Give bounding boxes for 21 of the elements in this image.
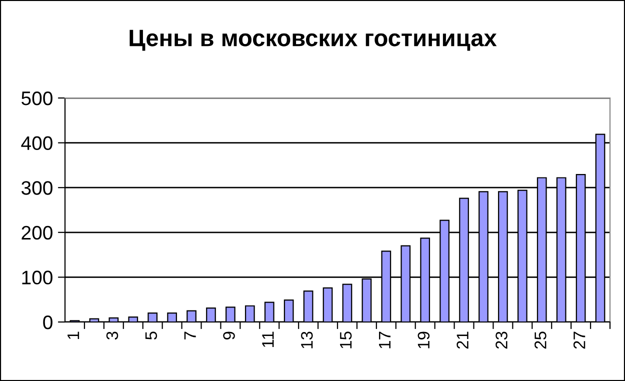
x-tick-label: 27 [573,332,586,349]
x-tick-label: 11 [262,332,274,347]
x-tick-label: 1 [68,332,80,339]
y-tick-label: 500 [22,91,52,106]
x-tick-label: 25 [534,332,546,349]
x-tick-label: 7 [184,332,196,340]
x-tick-label: 17 [379,332,390,348]
y-tick-label: 0 [43,315,52,330]
y-tick-label: 300 [21,181,52,195]
x-tick-label: 13 [300,332,313,348]
x-tick-label: 21 [456,332,468,349]
x-tick-label: 3 [106,332,118,340]
x-tick-label: 5 [145,332,158,340]
y-tick-label: 200 [22,226,52,240]
x-tick-label: 9 [223,332,235,340]
chart-title: Цены в московских гостиницах [130,30,497,51]
y-tick-label: 100 [22,270,52,284]
x-tick-label: 23 [496,332,508,349]
y-tick-label: 400 [21,136,52,150]
x-tick-label: 15 [340,332,352,348]
x-tick-label: 19 [418,332,430,348]
